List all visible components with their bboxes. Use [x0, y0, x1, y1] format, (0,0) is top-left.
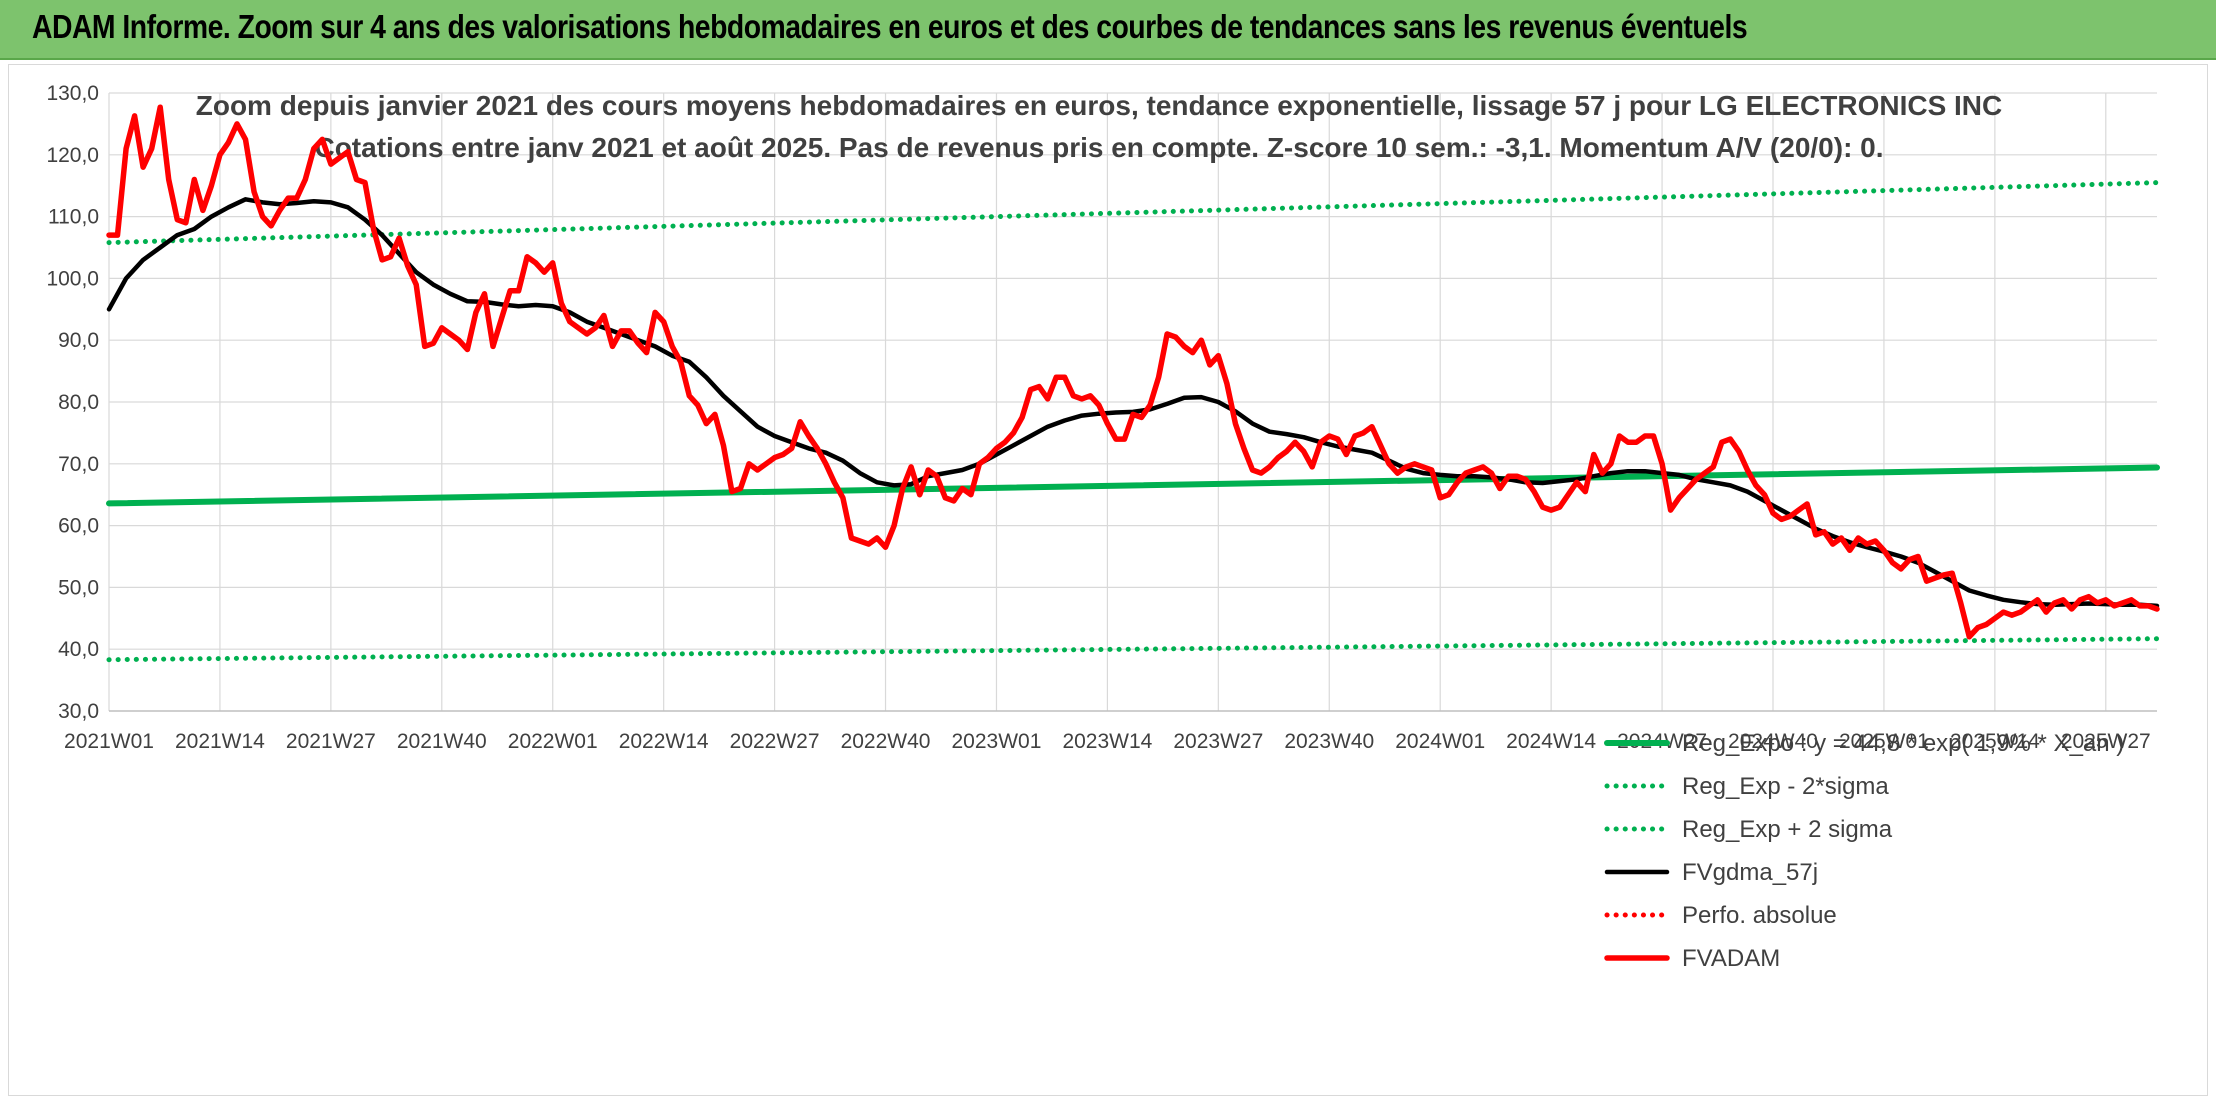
x-tick-label: 2025W14	[1950, 730, 2040, 753]
report-banner: ADAM Informe. Zoom sur 4 ans des valoris…	[0, 0, 2216, 60]
x-tick-label: 2023W40	[1284, 730, 1374, 753]
chart-area: 130,0 120,0 110,0 100,0 90,0 80,0 70,0 60,0 50,0…	[8, 64, 2208, 1096]
x-tick-label: 2025W27	[2061, 730, 2151, 753]
series-line-2	[106, 180, 2160, 246]
x-tick-label: 2022W14	[619, 730, 709, 753]
x-tick-label: 2025W01	[1839, 730, 1929, 753]
y-tick-label: 50,0	[58, 576, 99, 599]
y-tick-label: 40,0	[58, 638, 99, 661]
x-tick-label: 2023W01	[952, 730, 1042, 753]
x-tick-label: 2022W27	[730, 730, 820, 753]
legend-label: FVgdma_57j	[1682, 859, 1818, 886]
grid	[108, 92, 2157, 711]
y-tick-label: 80,0	[58, 391, 99, 414]
x-tick-label: 2024W40	[1728, 730, 1818, 753]
legend-label: Reg_Exp - 2*sigma	[1682, 773, 1889, 800]
y-tick-label: 130,0	[46, 82, 99, 105]
y-tick-label: 120,0	[46, 144, 99, 167]
chart-title-line-2: Cotations entre janv 2021 et août 2025. …	[314, 132, 1883, 163]
chart-title-line-1: Zoom depuis janvier 2021 des cours moyen…	[196, 90, 2003, 121]
y-tick-label: 110,0	[48, 206, 99, 229]
x-tick-label: 2022W40	[841, 730, 931, 753]
report-title: ADAM Informe. Zoom sur 4 ans des valoris…	[32, 8, 1748, 45]
legend-label: Reg_Exp + 2 sigma	[1682, 816, 1893, 843]
y-tick-label: 100,0	[46, 267, 99, 290]
y-tick-label: 30,0	[58, 700, 99, 723]
x-tick-label: 2023W14	[1062, 730, 1152, 753]
series-line-5	[106, 104, 2160, 640]
x-tick-label: 2023W27	[1173, 730, 1263, 753]
x-tick-label: 2021W27	[286, 730, 376, 753]
x-tick-label: 2024W01	[1395, 730, 1485, 753]
legend: Reg_Expo : y = 44,8 * exp( 1,9% * X_an )…	[1604, 730, 2124, 972]
y-tick-label: 90,0	[58, 329, 99, 352]
legend-label: FVADAM	[1682, 945, 1780, 972]
y-tick-label: 70,0	[58, 453, 99, 476]
series	[106, 104, 2160, 663]
series-line-3	[106, 197, 2160, 609]
line-chart: 130,0 120,0 110,0 100,0 90,0 80,0 70,0 60,0 50,0…	[46, 82, 2160, 972]
x-tick-label: 2021W01	[64, 730, 154, 753]
y-tick-label: 60,0	[58, 515, 99, 538]
x-tick-label: 2021W14	[175, 730, 265, 753]
x-tick-label: 2024W14	[1506, 730, 1596, 753]
legend-label: Reg_Expo : y = 44,8 * exp( 1,9% * X_an )	[1682, 730, 2124, 757]
x-tick-label: 2022W01	[508, 730, 598, 753]
x-tick-label: 2021W40	[397, 730, 487, 753]
legend-label: Perfo. absolue	[1682, 902, 1837, 929]
axes: 130,0 120,0 110,0 100,0 90,0 80,0 70,0 60,0 50,0…	[46, 82, 2157, 753]
series-line-0	[106, 464, 2160, 507]
